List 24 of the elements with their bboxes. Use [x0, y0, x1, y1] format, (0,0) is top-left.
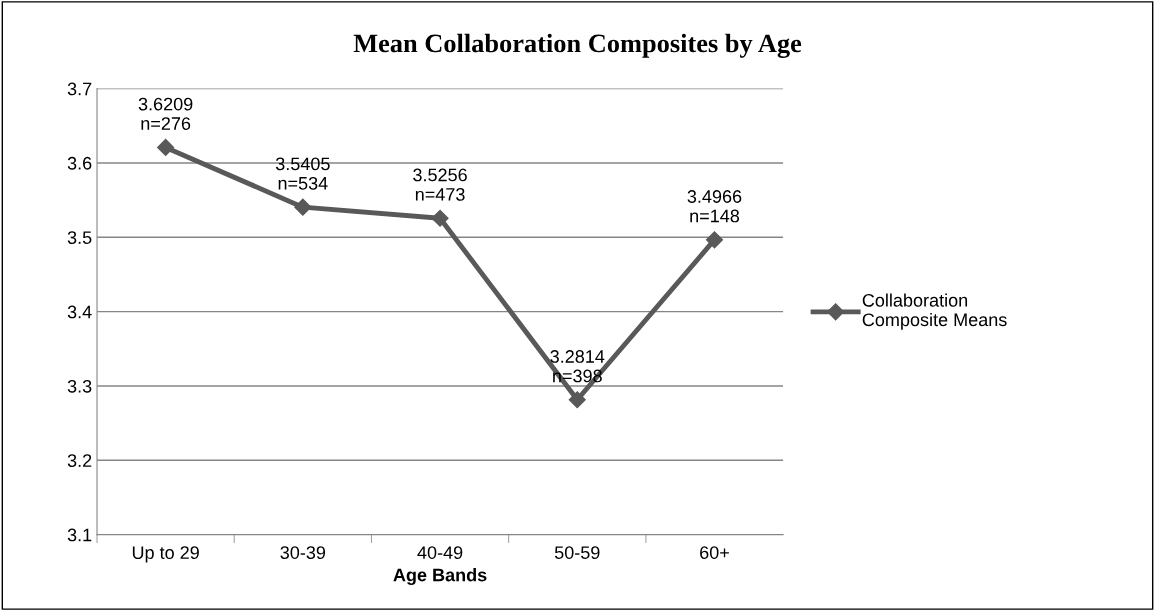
legend-label: Collaboration Composite Means	[862, 293, 1007, 330]
x-tick-label: 50-59	[554, 546, 600, 559]
point	[431, 209, 449, 227]
x-tick-label: Up to 29	[132, 546, 199, 563]
x-tick-label: 60+	[700, 546, 729, 559]
data-label: 3.5405 n=534	[275, 157, 330, 190]
data-label: 3.4966 n=148	[687, 190, 742, 223]
x-axis-title: Age Bands	[393, 568, 487, 586]
y-tick-label: 3.4	[67, 305, 92, 319]
point	[568, 391, 586, 409]
chart-title: Mean Collaboration Composites by Age	[353, 33, 802, 58]
point	[294, 198, 312, 216]
y-tick-label: 3.5	[67, 231, 92, 244]
data-label: 3.6209 n=276	[138, 97, 193, 130]
point	[705, 231, 724, 249]
data-label: 3.5256 n=473	[413, 168, 467, 201]
y-tick-label: 3.3	[67, 379, 92, 393]
x-tick-label: 30-39	[280, 546, 326, 559]
y-tick-label: 3.2	[67, 454, 92, 468]
y-tick-label: 3.7	[67, 82, 92, 96]
y-tick-label: 3.1	[67, 528, 92, 542]
point	[157, 138, 175, 156]
y-tick-label: 3.6	[67, 156, 92, 170]
x-tick-label: 40-49	[417, 546, 463, 559]
